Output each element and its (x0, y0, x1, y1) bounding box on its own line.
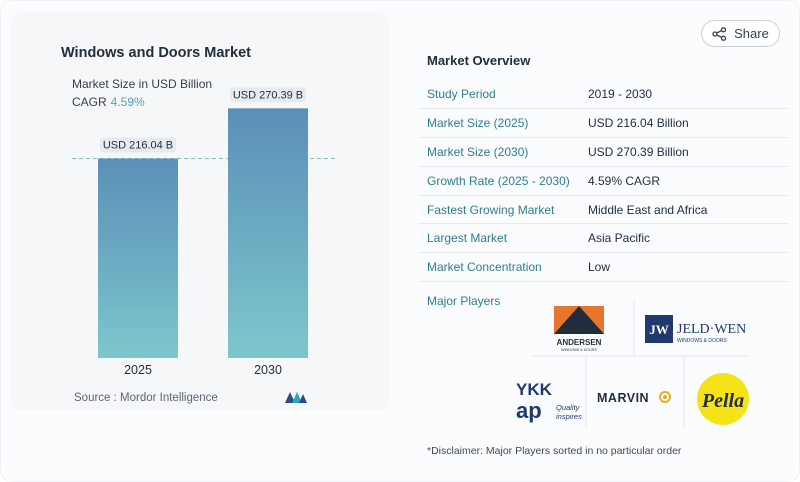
major-players-label: Major Players (427, 294, 501, 308)
row-key: Largest Market (427, 231, 508, 246)
jeldwen-name: JELD·WEN (677, 322, 746, 337)
row-key: Fastest Growing Market (427, 202, 555, 217)
bar-2030 (228, 108, 308, 358)
marvin-logo: MARVIN (597, 391, 671, 405)
jeldwen-mark: JW (649, 322, 669, 337)
data-label-2025: USD 216.04 B (103, 140, 173, 152)
row-value: USD 216.04 Billion (588, 115, 689, 130)
overview-row-fastest-growing: Fastest Growing Market Middle East and Af… (418, 196, 788, 225)
pella-logo: Pella (697, 373, 749, 425)
jeldwen-logo: JW JELD·WEN WINDOWS & DOORS (645, 315, 746, 344)
chart-card (11, 12, 389, 410)
category-label-2030: 2030 (254, 363, 282, 377)
overview-row-largest-market: Largest Market Asia Pacific (418, 224, 788, 254)
row-value: USD 270.39 Billion (588, 144, 689, 159)
andersen-logo: ANDERSEN WINDOWS & DOORS (554, 306, 604, 352)
data-label-bg (100, 137, 176, 153)
ykk-tagline1: Quality (556, 403, 581, 412)
bar-chart: USD 216.04 B 2025 USD 270.39 B 2030 (72, 87, 338, 377)
overview-table: Study Period 2019 - 2030 Market Size (202… (418, 80, 788, 283)
overview-row-size-2030: Market Size (2030) USD 270.39 Billion (418, 138, 788, 167)
chart-cagr: CAGR 4.59% (72, 95, 145, 109)
overview-title: Market Overview (427, 53, 531, 68)
chart-subtitle: Market Size in USD Billion (72, 77, 213, 91)
data-label-bg (230, 87, 306, 103)
row-key: Market Concentration (427, 260, 542, 275)
share-icon (712, 26, 727, 41)
row-key: Study Period (427, 86, 496, 101)
disclaimer: *Disclaimer: Major Players sorted in no … (427, 445, 682, 457)
marvin-name: MARVIN (597, 391, 649, 405)
share-label: Share (734, 26, 769, 41)
andersen-name: ANDERSEN (557, 338, 602, 347)
share-button[interactable]: Share (701, 20, 780, 47)
data-label-2030: USD 270.39 B (233, 89, 303, 101)
jeldwen-tagline: WINDOWS & DOORS (677, 338, 727, 344)
row-value: 4.59% CAGR (588, 173, 661, 188)
mordor-logo-icon (285, 392, 307, 403)
row-key: Market Size (2025) (427, 115, 529, 130)
row-key: Growth Rate (2025 - 2030) (427, 173, 570, 188)
row-value: Low (588, 260, 611, 275)
row-value: Middle East and Africa (588, 202, 708, 217)
bar-2025 (98, 158, 178, 358)
chart-source: Source : Mordor Intelligence (74, 392, 218, 404)
pella-name: Pella (701, 390, 744, 412)
ykk-tagline2: inspires (556, 412, 582, 421)
overview-row-growth-rate: Growth Rate (2025 - 2030) 4.59% CAGR (418, 167, 788, 196)
row-value: 2019 - 2030 (588, 86, 653, 101)
category-label-2025: 2025 (124, 363, 152, 377)
cagr-label: CAGR (72, 95, 107, 109)
ykk-line2: ap (516, 398, 542, 423)
cagr-value: 4.59% (110, 95, 145, 109)
ykk-line1: YKK (516, 380, 553, 399)
row-value: Asia Pacific (588, 231, 651, 246)
overview-row-study-period: Study Period 2019 - 2030 (418, 80, 788, 109)
overview-row-concentration: Market Concentration Low (418, 253, 788, 283)
ykk-ap-logo: YKK ap Quality inspires (516, 380, 582, 423)
row-key: Market Size (2030) (427, 144, 529, 159)
andersen-tagline: WINDOWS & DOORS (561, 348, 597, 352)
overview-row-size-2025: Market Size (2025) USD 216.04 Billion (418, 109, 788, 138)
chart-title: Windows and Doors Market (61, 45, 252, 61)
